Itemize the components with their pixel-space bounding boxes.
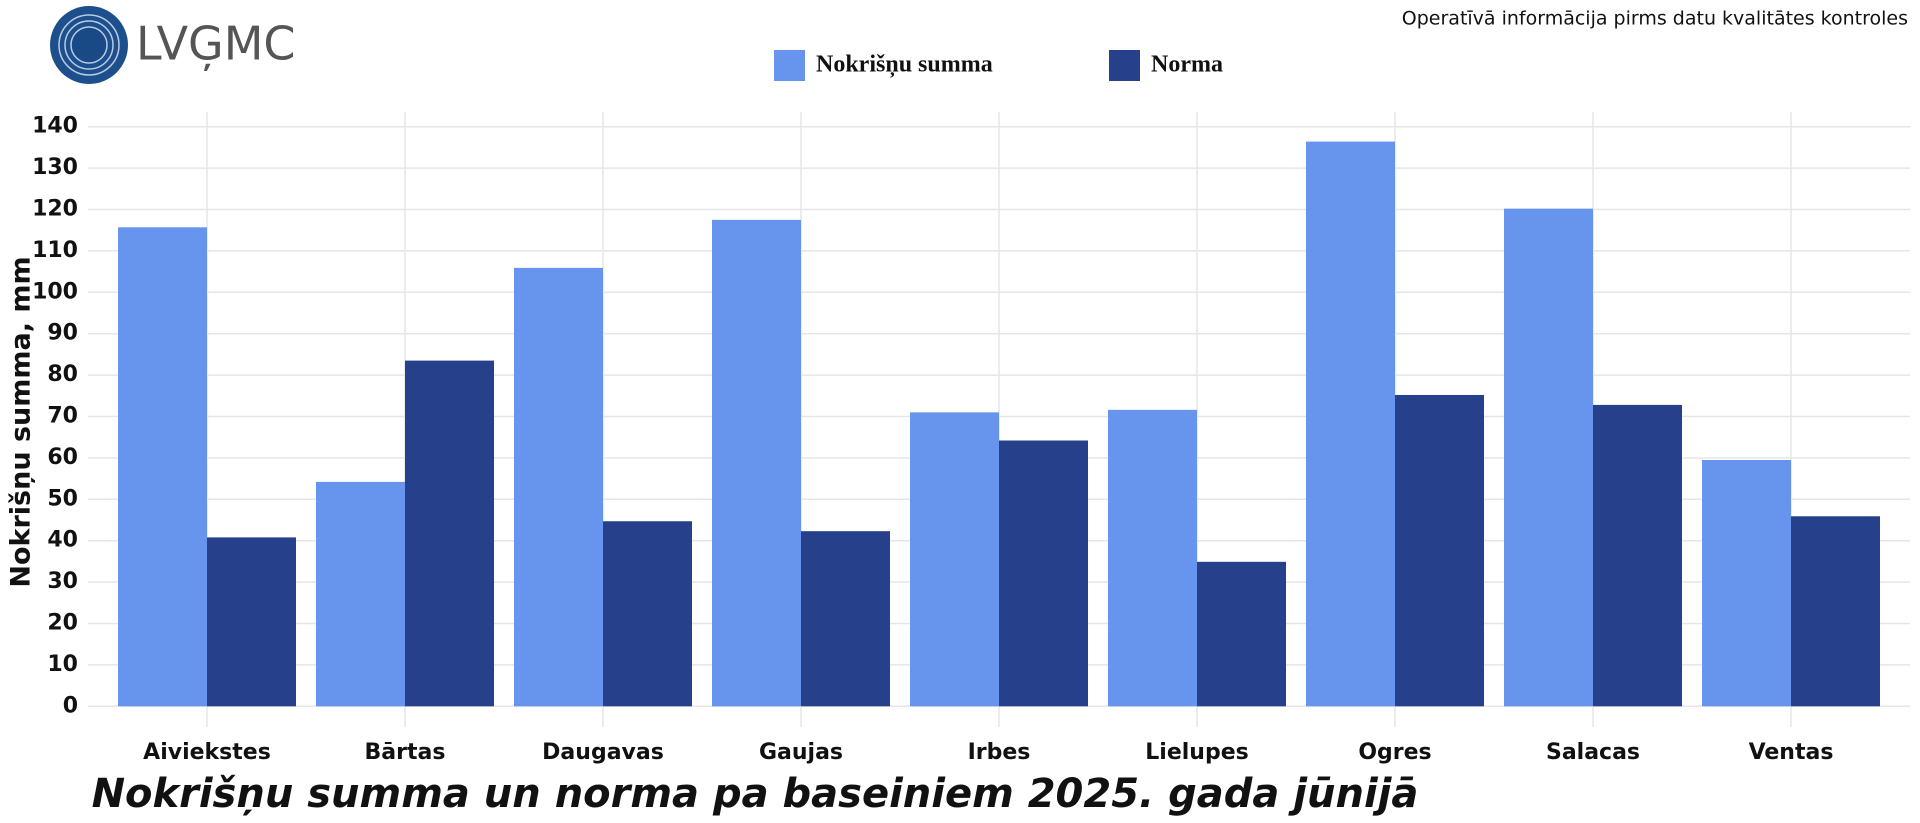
y-tick-label: 10 (47, 652, 78, 677)
bar (910, 412, 999, 707)
logo-text: LVĢMC (136, 17, 296, 72)
y-tick-label: 100 (32, 279, 78, 304)
bars (118, 141, 1880, 707)
legend-swatch (1109, 50, 1140, 81)
bar (603, 521, 692, 707)
bar (1197, 561, 1286, 707)
bar (1702, 459, 1791, 707)
y-tick-label: 140 (32, 114, 78, 139)
y-tick-label: 120 (32, 197, 78, 222)
bar (514, 267, 603, 707)
note: Operatīvā informācija pirms datu kvalitā… (1402, 8, 1908, 30)
x-tick-label: Ventas (1749, 740, 1834, 765)
x-tick-label: Aiviekstes (143, 740, 271, 765)
y-tick-label: 0 (63, 693, 78, 718)
y-tick-label: 130 (32, 155, 78, 180)
bar (118, 227, 207, 707)
y-tick-label: 110 (32, 238, 78, 263)
logo-ring (58, 14, 120, 76)
bar (712, 219, 801, 707)
logo-ring (70, 26, 108, 64)
logo: LVĢMC (50, 6, 296, 84)
y-tick-label: 90 (47, 321, 78, 346)
bar (801, 531, 890, 707)
legend-label: Norma (1151, 52, 1223, 78)
y-tick-label: 30 (47, 569, 78, 594)
legend: Nokrišņu summa Norma (774, 50, 1223, 81)
chart-title: Nokrišņu summa un norma pa baseiniem 202… (92, 771, 1419, 817)
legend-label: Nokrišņu summa (816, 52, 993, 79)
x-tick-label: Salacas (1546, 740, 1640, 765)
bar (316, 481, 405, 707)
logo-ring (64, 20, 114, 70)
bar (1108, 409, 1197, 707)
bar (207, 537, 296, 707)
x-tick-label: Irbes (968, 740, 1031, 765)
x-tick-label: Ogres (1358, 740, 1431, 765)
y-axis-label: Nokrišņu summa, mm (6, 256, 37, 587)
x-tick-label: Daugavas (542, 740, 664, 765)
y-tick-label: 20 (47, 611, 78, 636)
legend-swatch (774, 50, 805, 81)
x-tick-label: Lielupes (1145, 740, 1248, 765)
bar (405, 360, 494, 707)
bar (999, 440, 1088, 707)
y-tick-label: 40 (47, 528, 78, 553)
x-tick-label: Gaujas (759, 740, 843, 765)
bar (1593, 404, 1682, 707)
y-tick-label: 50 (47, 486, 78, 511)
x-tick-label: Bārtas (365, 740, 446, 765)
bar (1306, 141, 1395, 707)
bar (1395, 394, 1484, 707)
y-tick-label: 70 (47, 404, 78, 429)
y-tick-label: 80 (47, 362, 78, 387)
bar (1791, 516, 1880, 707)
bar (1504, 208, 1593, 707)
y-tick-label: 60 (47, 445, 78, 470)
